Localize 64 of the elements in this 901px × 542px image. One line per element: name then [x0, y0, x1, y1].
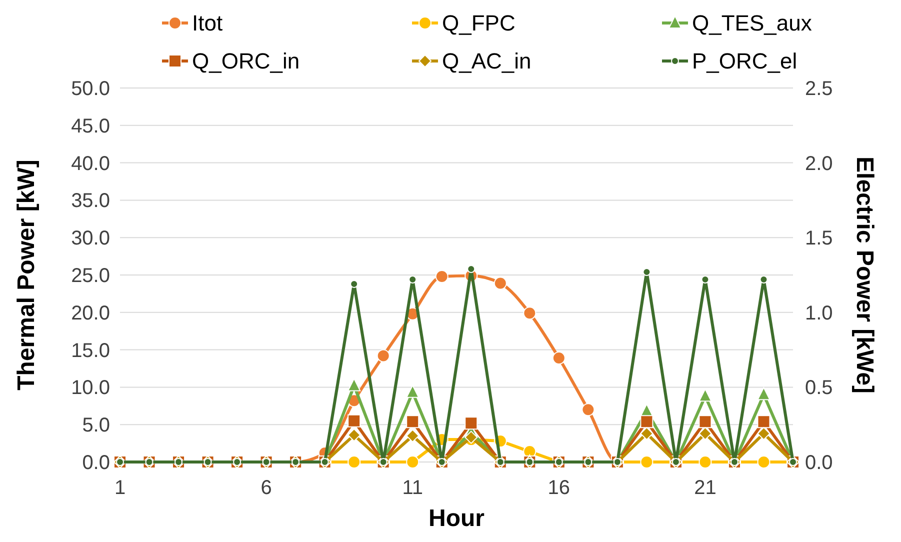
- legend-label: Q_FPC: [442, 10, 516, 36]
- point: [174, 458, 183, 466]
- point: [406, 384, 420, 398]
- y-tick-label: 0.0: [82, 452, 110, 474]
- y-tick-label: 15.0: [71, 340, 110, 362]
- x-tick-label: 1: [114, 477, 126, 499]
- y2-tick-label: 1.0: [805, 302, 833, 324]
- legend-label: Q_ORC_in: [192, 48, 300, 74]
- legend-label: Itot: [192, 10, 223, 36]
- point: [640, 427, 654, 440]
- point: [348, 414, 361, 428]
- point: [464, 430, 478, 444]
- point: [406, 456, 420, 468]
- point: [757, 427, 770, 440]
- y-tick-label: 20.0: [71, 302, 110, 324]
- point: [494, 276, 507, 290]
- legend-label: P_ORC_el: [692, 48, 798, 74]
- point: [204, 458, 212, 466]
- point: [348, 456, 361, 468]
- point: [233, 458, 242, 466]
- point: [406, 429, 420, 442]
- y2-axis-title: Electric Power [kWe]: [851, 156, 878, 394]
- point: [406, 415, 420, 428]
- point: [262, 458, 270, 466]
- point: [435, 270, 448, 283]
- point: [523, 306, 536, 320]
- point: [348, 428, 361, 442]
- y-tick-label: 25.0: [71, 265, 110, 287]
- y-tick-label: 10.0: [71, 377, 110, 400]
- point: [642, 268, 651, 276]
- y-tick-label: 35.0: [71, 190, 110, 212]
- y-tick-label: 30.0: [71, 228, 110, 250]
- point: [552, 352, 566, 365]
- point: [348, 378, 361, 392]
- point: [145, 458, 154, 466]
- point: [698, 427, 712, 440]
- y-tick-label: 40.0: [71, 152, 110, 175]
- y2-tick-label: 2.0: [805, 152, 833, 175]
- legend-label: Q_TES_aux: [692, 10, 812, 36]
- x-tick-label: 21: [694, 477, 716, 499]
- x-axis-title: Hour: [428, 505, 484, 532]
- point: [698, 388, 712, 402]
- point: [698, 415, 712, 428]
- y-axis-title: Thermal Power [kW]: [13, 160, 40, 390]
- point: [116, 458, 124, 466]
- legend-label: Q_AC_in: [442, 48, 532, 74]
- x-tick-label: 11: [402, 477, 423, 499]
- y-tick-label: 45.0: [71, 115, 110, 138]
- point: [640, 415, 654, 428]
- point: [757, 415, 770, 428]
- y-tick-label: 5.0: [82, 414, 110, 437]
- y2-tick-label: 2.5: [805, 78, 833, 100]
- point: [376, 349, 390, 362]
- x-tick-label: 16: [548, 477, 570, 499]
- point: [464, 416, 478, 430]
- point: [757, 387, 770, 400]
- x-tick-label: 6: [260, 477, 272, 499]
- y-tick-label: 50.0: [71, 78, 110, 100]
- point: [467, 265, 476, 274]
- point: [584, 458, 592, 466]
- y2-tick-label: 0.5: [805, 377, 833, 400]
- point: [582, 403, 595, 416]
- y2-tick-label: 0.0: [805, 452, 833, 474]
- y2-tick-label: 1.5: [805, 228, 833, 250]
